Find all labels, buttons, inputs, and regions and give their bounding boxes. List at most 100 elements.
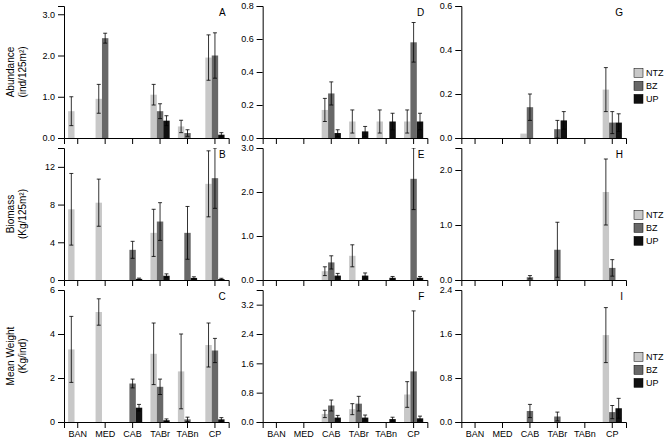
error-bar xyxy=(323,267,327,276)
panel: 0.01.02.03.0E xyxy=(241,143,428,286)
x-tick: TABr xyxy=(547,422,567,439)
y-tick-mark xyxy=(58,167,64,168)
bar xyxy=(465,280,471,281)
error-bar xyxy=(405,110,409,133)
x-tick xyxy=(132,280,133,286)
axis-line xyxy=(257,149,264,281)
x-tick xyxy=(529,280,530,286)
y-axis-title-line: (Kg/125m²) xyxy=(17,189,28,239)
y-tick-mark xyxy=(257,72,263,73)
x-tick-mark xyxy=(358,138,359,144)
bar xyxy=(506,280,512,281)
x-tick-mark xyxy=(132,138,133,144)
y-tick-label: 1.0 xyxy=(440,220,453,230)
x-axis: BANMEDCABTABrTABnCP xyxy=(263,422,428,439)
error-bar xyxy=(137,404,141,411)
plot-area xyxy=(322,23,424,139)
axis-line xyxy=(58,7,65,139)
x-tick: CP xyxy=(407,422,420,439)
bar xyxy=(136,279,142,280)
bar xyxy=(561,280,567,281)
x-tick xyxy=(386,138,387,144)
error-bar xyxy=(164,116,168,126)
x-tick xyxy=(529,138,530,144)
x-tick-mark xyxy=(187,280,188,286)
plot-area xyxy=(527,308,622,422)
legend-swatch xyxy=(634,94,643,103)
bar xyxy=(520,422,526,423)
legend-item: BZ xyxy=(634,81,658,91)
x-tick-mark xyxy=(276,280,277,286)
y-tick-mark xyxy=(257,393,263,394)
bar xyxy=(478,422,484,423)
x-tick-label: TABr xyxy=(349,429,369,439)
bar xyxy=(96,312,102,422)
y-tick-mark xyxy=(455,94,461,95)
error-bar xyxy=(207,151,211,217)
x-tick-mark xyxy=(187,422,188,428)
axis-line xyxy=(462,281,627,287)
y-tick-mark xyxy=(455,280,461,281)
error-bar xyxy=(555,412,559,421)
legend-label: BZ xyxy=(646,223,658,233)
x-tick-mark xyxy=(77,422,78,428)
series xyxy=(68,151,212,280)
y-tick-mark xyxy=(455,170,461,171)
x-tick-mark xyxy=(358,422,359,428)
bar xyxy=(493,422,499,423)
error-bar xyxy=(412,148,416,210)
x-tick xyxy=(413,280,414,286)
bar xyxy=(383,138,389,139)
bar xyxy=(191,138,197,139)
x-axis: BANMEDCABTABrTABnCP xyxy=(462,422,627,439)
error-bar xyxy=(69,316,73,382)
legend: NTZBZUP xyxy=(634,68,664,104)
bar xyxy=(75,138,81,139)
error-bar xyxy=(131,241,135,258)
error-bar xyxy=(391,417,395,421)
error-bar xyxy=(207,323,211,367)
y-axis-title: Mean Weight(Kg/ind) xyxy=(5,326,28,385)
error-bar xyxy=(97,179,101,226)
bar xyxy=(588,138,594,139)
y-tick-mark xyxy=(257,148,263,149)
x-tick-label: CAB xyxy=(123,429,142,439)
y-tick: 0.8 xyxy=(241,388,263,398)
y-tick: 2 xyxy=(50,373,64,383)
series xyxy=(322,382,411,422)
y-tick-label: 1.6 xyxy=(241,359,254,369)
x-tick xyxy=(331,138,332,144)
bar xyxy=(267,138,273,139)
series xyxy=(527,94,616,138)
x-tick-label: CP xyxy=(606,429,619,439)
series xyxy=(68,299,212,422)
x-tick-mark xyxy=(475,422,476,428)
bar xyxy=(499,422,505,423)
bar xyxy=(102,422,108,423)
y-tick: 1.0 xyxy=(440,220,462,230)
bar xyxy=(280,422,286,423)
series xyxy=(603,308,609,422)
x-tick-mark xyxy=(276,138,277,144)
y-axis-title: Biomass(Kg/125m²) xyxy=(5,189,28,239)
x-tick-label: TABn xyxy=(574,429,596,439)
panel-label: I xyxy=(620,291,623,302)
x-tick xyxy=(187,138,188,144)
y-tick-label: 0.4 xyxy=(440,45,453,55)
bar xyxy=(102,38,108,138)
y-axis: 0.01.02.03.0 xyxy=(42,7,64,144)
bar xyxy=(301,280,307,281)
x-tick-mark xyxy=(386,138,387,144)
error-bar xyxy=(528,94,532,120)
y-axis-title: Abundance(ind/125m²) xyxy=(5,46,28,97)
y-tick: 0.2 xyxy=(440,89,462,99)
y-tick: 1.0 xyxy=(42,92,64,102)
bar xyxy=(123,422,129,423)
error-bar xyxy=(405,382,409,408)
bar xyxy=(582,138,588,139)
bar xyxy=(267,422,273,423)
x-axis xyxy=(462,280,627,286)
error-bar xyxy=(528,276,532,279)
series xyxy=(561,112,622,138)
error-bar xyxy=(329,82,333,105)
